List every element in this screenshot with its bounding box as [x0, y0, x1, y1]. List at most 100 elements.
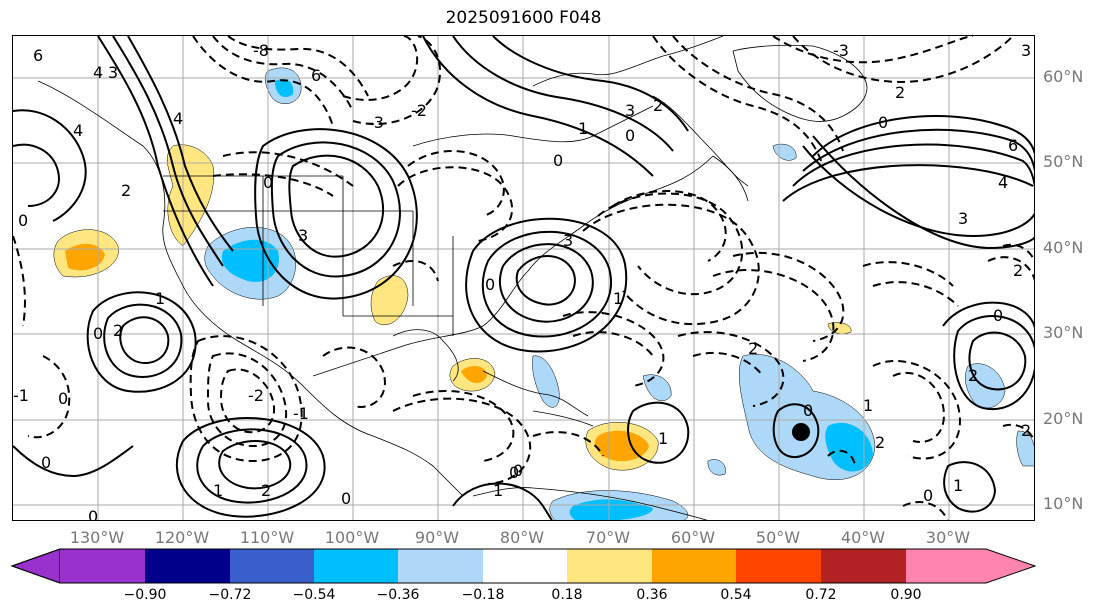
contour-label: 3: [298, 226, 308, 245]
colorbar-tick-label: 0.72: [805, 587, 837, 603]
contour-label: 0: [263, 173, 273, 192]
lon-label: 80°W: [499, 528, 545, 547]
colorbar-tick-label: −0.36: [376, 587, 420, 603]
colorbar-segment: [821, 549, 906, 583]
lon-label: 30°W: [925, 528, 971, 547]
contour-label: 0: [513, 461, 523, 480]
negative-anomaly-region: [772, 143, 797, 161]
contour-label: 1: [493, 481, 503, 500]
contour-label: 2: [121, 181, 131, 200]
contour-label: 2: [748, 339, 758, 358]
colorbar-segment: [398, 549, 483, 583]
contour-label: -3: [368, 113, 384, 132]
colorbar-segment: [314, 549, 398, 583]
contour-label: 0: [553, 151, 563, 170]
lon-label: 120°W: [154, 528, 210, 547]
negative-anomaly-core: [825, 422, 873, 472]
contour-label: 0: [993, 306, 1003, 325]
colorbar: [10, 548, 1037, 584]
positive-anomaly-region: [167, 144, 215, 247]
contour-label: -8: [253, 41, 269, 60]
negative-anomaly-core: [275, 79, 294, 98]
contour-label: 0: [41, 453, 51, 472]
contour-label: 2: [653, 96, 663, 115]
contour-label: 3: [958, 209, 968, 228]
contour-labels: 6 4 3 4 2 0 2 0 1 -1 0 0 1 2 0 4 -8 6 -3…: [13, 41, 1031, 521]
contour-label: 1: [613, 289, 623, 308]
contour-label: 4: [73, 121, 83, 140]
contour-label: 4: [998, 173, 1008, 192]
colorbar-tick-label: −0.54: [292, 587, 336, 603]
contour-label: 0: [18, 211, 28, 230]
negative-anomaly-region: [532, 355, 560, 408]
contour-label: 2: [261, 481, 271, 500]
negative-anomaly-region: [642, 374, 672, 401]
negative-anomaly-region: [1016, 430, 1034, 467]
contour-label: -2: [248, 386, 264, 405]
solid-contours: [13, 36, 1034, 520]
colorbar-tick-label: 0.18: [551, 587, 583, 603]
lon-label: 70°W: [585, 528, 631, 547]
lat-label: 20°N: [1043, 409, 1084, 428]
contour-label: 3: [1021, 41, 1031, 60]
lon-label: 100°W: [324, 528, 380, 547]
lon-label: 50°W: [755, 528, 801, 547]
colorbar-extend-high: [906, 549, 1035, 583]
contour-label: 1: [213, 481, 223, 500]
contour-label: 0: [625, 126, 635, 145]
contour-label: 6: [1008, 136, 1018, 155]
lat-label: 30°N: [1043, 323, 1084, 342]
contour-label: 0: [93, 324, 103, 343]
contour-label: 2: [1013, 261, 1023, 280]
contour-label: 0: [341, 489, 351, 508]
positive-anomaly-region: [827, 322, 852, 334]
contour-label: 1: [578, 119, 588, 138]
contour-label: 0: [923, 486, 933, 505]
contour-label: 4: [173, 109, 183, 128]
colorbar-segment: [483, 549, 567, 583]
colorbar-extend-low: [10, 548, 61, 584]
contour-label: 0: [485, 275, 495, 294]
map-title: 2025091600 F048: [445, 8, 602, 28]
contour-label: -1: [293, 404, 309, 423]
contour-label: 6: [33, 46, 43, 65]
contour-label: 1: [155, 289, 165, 308]
contour-label: 2: [113, 321, 123, 340]
lat-label: 10°N: [1043, 494, 1084, 513]
positive-anomaly-region: [370, 275, 409, 326]
contour-label: 0: [803, 401, 813, 420]
positive-anomaly-core: [65, 243, 105, 271]
anomaly-shading: [53, 67, 1034, 520]
lat-label: 40°N: [1043, 238, 1084, 257]
contour-label: 3: [563, 231, 573, 250]
colorbar-tick-label: 0.54: [720, 587, 752, 603]
colorbar-segment: [145, 549, 230, 583]
lon-label: 110°W: [239, 528, 295, 547]
lat-label: 60°N: [1043, 67, 1084, 86]
contour-label: 3: [108, 63, 118, 82]
map-canvas: 6 4 3 4 2 0 2 0 1 -1 0 0 1 2 0 4 -8 6 -3…: [13, 36, 1034, 521]
contour-label: 0: [878, 113, 888, 132]
colorbar-segment: [60, 549, 145, 583]
map-panel: 6 4 3 4 2 0 2 0 1 -1 0 0 1 2 0 4 -8 6 -3…: [12, 35, 1035, 521]
dashed-contours: [13, 36, 1034, 520]
colorbar-tick-label: −0.72: [208, 587, 252, 603]
contour-label: 2: [895, 83, 905, 102]
lon-label: 130°W: [69, 528, 125, 547]
contour-label: 0: [509, 463, 519, 482]
colorbar-tick-label: −0.90: [123, 587, 167, 603]
contour-label: 6: [311, 66, 321, 85]
contour-label: 1: [863, 396, 873, 415]
contour-label: 4: [93, 63, 103, 82]
contour-label: 2: [968, 366, 978, 385]
contour-label: -3: [833, 41, 849, 60]
lon-label: 60°W: [670, 528, 716, 547]
contour-label: 0: [88, 507, 98, 521]
contour-label: 1: [658, 429, 668, 448]
lon-label: 40°W: [840, 528, 886, 547]
contour-label: 2: [1021, 421, 1031, 440]
negative-anomaly-region: [707, 459, 726, 476]
contour-label: -2: [411, 101, 427, 120]
contour-label: 1: [953, 476, 963, 495]
contour-label: 0: [58, 389, 68, 408]
